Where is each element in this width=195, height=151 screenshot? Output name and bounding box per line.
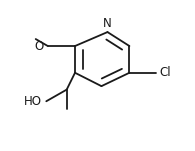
Text: Cl: Cl <box>159 66 170 79</box>
Text: O: O <box>35 40 44 53</box>
Text: HO: HO <box>24 95 42 108</box>
Text: N: N <box>103 17 112 30</box>
